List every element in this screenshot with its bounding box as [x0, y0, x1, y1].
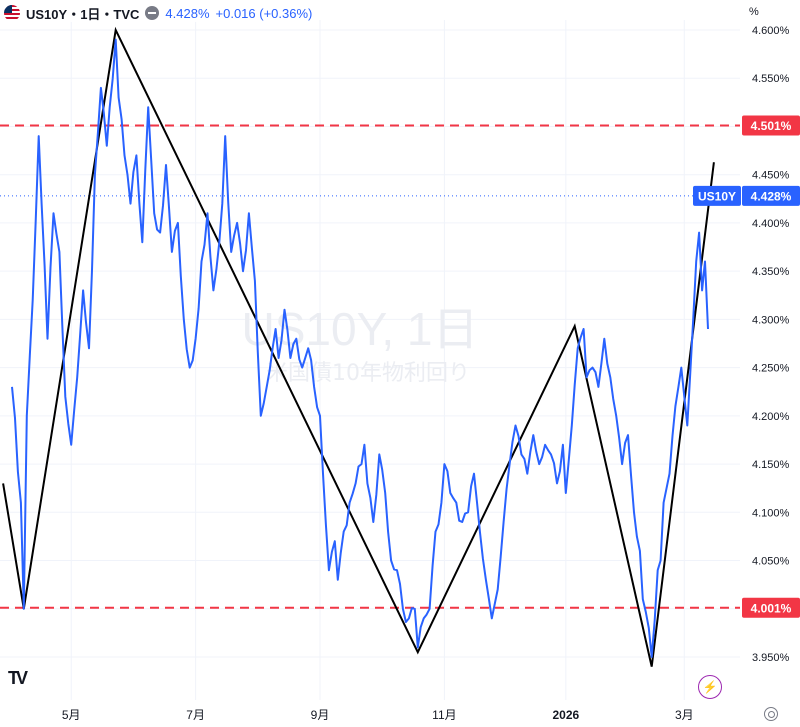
- last-price-tag: [742, 185, 800, 206]
- level-price-tag: [742, 597, 800, 618]
- us-flag-icon: [4, 5, 20, 21]
- axis-unit-label[interactable]: %: [749, 6, 759, 18]
- symbol-tag: [693, 185, 741, 206]
- level-lines: [0, 124, 740, 609]
- x-tick-label: 11月: [432, 708, 456, 722]
- chart-legend[interactable]: US10Y・1日・TVC 4.428% +0.016 (+0.36%): [4, 4, 317, 22]
- y-tick-label: 4.450%: [752, 170, 790, 182]
- y-tick-label: 4.400%: [752, 218, 790, 230]
- last-price: 4.428%: [165, 5, 210, 21]
- symbol-tag-label: US10Y: [698, 189, 736, 203]
- level-price-label: 4.001%: [751, 601, 792, 615]
- y-tick-label: 3.950%: [752, 652, 790, 664]
- series-layer: [11, 38, 709, 658]
- y-tick-label: 4.200%: [752, 411, 790, 423]
- y-tick-label: 4.050%: [752, 556, 790, 568]
- y-tick-label: 4.250%: [752, 363, 790, 375]
- tradingview-logo-icon[interactable]: TV: [8, 668, 28, 688]
- y-tick-label: 4.150%: [752, 459, 790, 471]
- price-change: +0.016 (+0.36%): [215, 5, 313, 21]
- watermark-description: 米国債10年物利回り: [266, 361, 470, 386]
- level-price-label: 4.501%: [751, 119, 792, 133]
- y-tick-label: 4.600%: [752, 25, 790, 37]
- x-tick-label: 7月: [186, 708, 205, 722]
- minus-circle-icon[interactable]: [145, 6, 160, 20]
- vertical-gridlines: [70, 20, 685, 700]
- y-tick-label: 4.100%: [752, 507, 790, 519]
- price-tags-layer: 4.501% 4.001% US10Y 4.428%: [693, 115, 800, 618]
- x-tick-label: 5月: [62, 708, 81, 722]
- x-tick-label: 3月: [675, 708, 694, 722]
- yield-series-line: [11, 38, 709, 658]
- last-price-tag-label: 4.428%: [751, 189, 792, 203]
- symbol-title[interactable]: US10Y・1日・TVC: [26, 6, 140, 22]
- x-tick-label: 2026: [552, 708, 579, 722]
- settings-gear-icon[interactable]: [764, 707, 778, 721]
- y-tick-label: 4.300%: [752, 314, 790, 326]
- x-tick-label: 9月: [311, 708, 330, 722]
- level-price-tag: [742, 115, 800, 136]
- y-tick-label: 4.350%: [752, 266, 790, 278]
- y-tick-label: 4.550%: [752, 73, 790, 85]
- lightning-icon[interactable]: ⚡: [698, 675, 722, 699]
